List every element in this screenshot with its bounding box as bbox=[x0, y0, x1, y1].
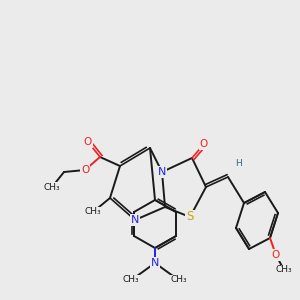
Text: S: S bbox=[186, 211, 194, 224]
Text: CH₃: CH₃ bbox=[276, 266, 292, 274]
Text: O: O bbox=[84, 137, 92, 147]
Text: CH₃: CH₃ bbox=[171, 275, 187, 284]
Text: N: N bbox=[158, 167, 166, 177]
Text: CH₃: CH₃ bbox=[123, 275, 139, 284]
Text: N: N bbox=[151, 258, 159, 268]
Text: N: N bbox=[131, 215, 139, 225]
Text: CH₃: CH₃ bbox=[85, 208, 101, 217]
Text: O: O bbox=[200, 139, 208, 149]
Text: CH₃: CH₃ bbox=[44, 182, 60, 191]
Text: O: O bbox=[272, 250, 280, 260]
Text: O: O bbox=[81, 165, 89, 175]
Text: H: H bbox=[235, 158, 242, 167]
